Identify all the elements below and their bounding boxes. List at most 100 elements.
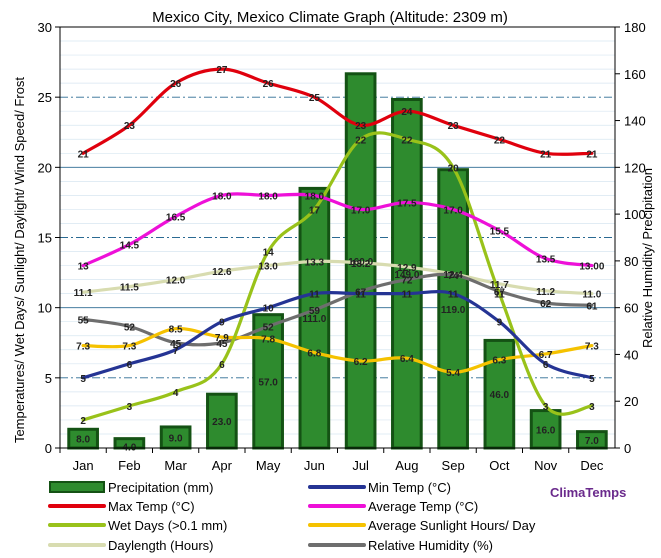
left-tick-label: 30 bbox=[38, 20, 52, 35]
x-tick-label: Apr bbox=[212, 458, 233, 473]
series-value-label: 6.2 bbox=[354, 357, 368, 368]
series-value-label: 17.0 bbox=[351, 205, 371, 216]
series-line bbox=[81, 67, 594, 156]
precipitation-bars bbox=[67, 72, 608, 450]
left-tick-label: 10 bbox=[38, 301, 52, 316]
series-value-label: 21 bbox=[540, 149, 552, 160]
x-tick-label: Oct bbox=[489, 458, 510, 473]
x-tick-label: Mar bbox=[164, 458, 187, 473]
series-value-label: 11 bbox=[309, 290, 320, 301]
series-line bbox=[81, 131, 594, 422]
series-value-label: 5.4 bbox=[446, 368, 460, 379]
series-value-label: 67 bbox=[355, 287, 367, 298]
right-tick-label: 20 bbox=[624, 394, 638, 409]
series-value-label: 72 bbox=[401, 276, 413, 287]
series-value-label: 13 bbox=[78, 262, 90, 273]
series-value-label: 8.5 bbox=[169, 325, 183, 336]
legend-label: Relative Humidity (%) bbox=[368, 538, 493, 553]
chart-title: Mexico City, Mexico Climate Graph (Altit… bbox=[152, 9, 508, 26]
x-tick-label: Sep bbox=[442, 458, 465, 473]
x-tick-label: Aug bbox=[395, 458, 418, 473]
series-line bbox=[81, 327, 594, 374]
series-value-label: 45 bbox=[216, 339, 228, 350]
series-value-label: 7.3 bbox=[122, 342, 136, 353]
series-value-label: 7.9 bbox=[215, 333, 229, 344]
x-tick-label: Jun bbox=[304, 458, 325, 473]
right-axis-title: Relative Humidity/ Precipitation bbox=[640, 168, 655, 348]
precipitation-value-label: 9.0 bbox=[169, 433, 183, 444]
series-value-label: 21 bbox=[586, 149, 598, 160]
series-value-label: 74 bbox=[448, 271, 460, 282]
legend-label: Precipitation (mm) bbox=[108, 480, 213, 495]
series-value-label: 11 bbox=[355, 290, 366, 301]
series-value-label: 13.5 bbox=[536, 255, 556, 266]
precipitation-bar bbox=[437, 168, 469, 450]
series-value-label: 6.8 bbox=[307, 349, 321, 360]
series-value-label: 13.2 bbox=[351, 259, 371, 270]
series-value-label: 23 bbox=[355, 121, 367, 132]
series-value-label: 67 bbox=[494, 287, 506, 298]
right-tick-label: 60 bbox=[624, 301, 638, 316]
series-value-label: 25 bbox=[309, 93, 321, 104]
series-value-label: 12.6 bbox=[212, 267, 232, 278]
series-value-label: 45 bbox=[170, 339, 182, 350]
series-value-label: 17.0 bbox=[443, 205, 463, 216]
series-value-label: 21 bbox=[78, 149, 90, 160]
series-value-label: 22 bbox=[401, 135, 413, 146]
gridlines bbox=[60, 26, 615, 435]
legend-label: Average Temp (°C) bbox=[368, 499, 478, 514]
series-value-label: 11.7 bbox=[490, 280, 509, 291]
series-value-label: 18.0 bbox=[258, 191, 278, 202]
series-value-label: 12.4 bbox=[443, 270, 463, 281]
left-tick-label: 20 bbox=[38, 160, 52, 175]
series-value-label: 17 bbox=[309, 205, 321, 216]
legend-label: Min Temp (°C) bbox=[368, 480, 451, 495]
series-value-label: 15.5 bbox=[490, 226, 510, 237]
precipitation-value-label: 160.0 bbox=[348, 257, 373, 268]
series-value-label: 3 bbox=[543, 402, 549, 413]
series-value-label: 18.0 bbox=[212, 191, 232, 202]
series-value-label: 18.0 bbox=[305, 191, 325, 202]
series-value-label: 11 bbox=[494, 290, 505, 301]
right-tick-label: 140 bbox=[624, 114, 646, 129]
series-value-label: 62 bbox=[540, 299, 552, 310]
series-value-label: 26 bbox=[263, 79, 275, 90]
right-tick-label: 120 bbox=[624, 160, 646, 175]
series-value-label: 59 bbox=[309, 306, 321, 317]
series-value-label: 13.3 bbox=[305, 257, 325, 268]
series-value-label: 11.1 bbox=[74, 288, 93, 299]
series-value-label: 14 bbox=[263, 248, 275, 259]
series-line bbox=[81, 259, 594, 296]
series-value-label: 11.5 bbox=[120, 283, 139, 294]
x-tick-label: May bbox=[256, 458, 281, 473]
series-value-label: 9 bbox=[497, 318, 503, 329]
x-tick-label: Jan bbox=[73, 458, 94, 473]
series-value-label: 5 bbox=[589, 374, 595, 385]
series-value-label: 24 bbox=[401, 107, 413, 118]
series-value-label: 23 bbox=[124, 121, 136, 132]
left-tick-label: 15 bbox=[38, 231, 52, 246]
series-value-label: 6 bbox=[127, 360, 133, 371]
x-tick-label: Jul bbox=[352, 458, 369, 473]
series-value-label: 2 bbox=[80, 416, 86, 427]
series-value-label: 6 bbox=[219, 360, 225, 371]
legend-swatch-bar bbox=[49, 481, 105, 493]
left-tick-label: 25 bbox=[38, 90, 52, 105]
series-value-label: 7 bbox=[173, 346, 179, 357]
brand-logo: ClimaTemps bbox=[550, 485, 626, 500]
left-tick-label: 0 bbox=[45, 441, 52, 456]
legend-label: Wet Days (>0.1 mm) bbox=[108, 518, 227, 533]
series-value-label: 3 bbox=[589, 402, 595, 413]
legend: Precipitation (mm) Min Temp (°C) Max Temp … bbox=[48, 480, 536, 553]
right-tick-label: 80 bbox=[624, 254, 638, 269]
series-value-label: 11.0 bbox=[582, 290, 601, 301]
x-tick-label: Nov bbox=[534, 458, 558, 473]
precipitation-value-label: 111.0 bbox=[302, 314, 326, 325]
series-value-label: 17.5 bbox=[397, 198, 417, 209]
series-value-label: 26 bbox=[170, 79, 182, 90]
series-value-label: 6 bbox=[543, 360, 549, 371]
series-value-label: 23 bbox=[448, 121, 460, 132]
right-tick-label: 40 bbox=[624, 347, 638, 362]
series-value-label: 12.9 bbox=[397, 263, 417, 274]
